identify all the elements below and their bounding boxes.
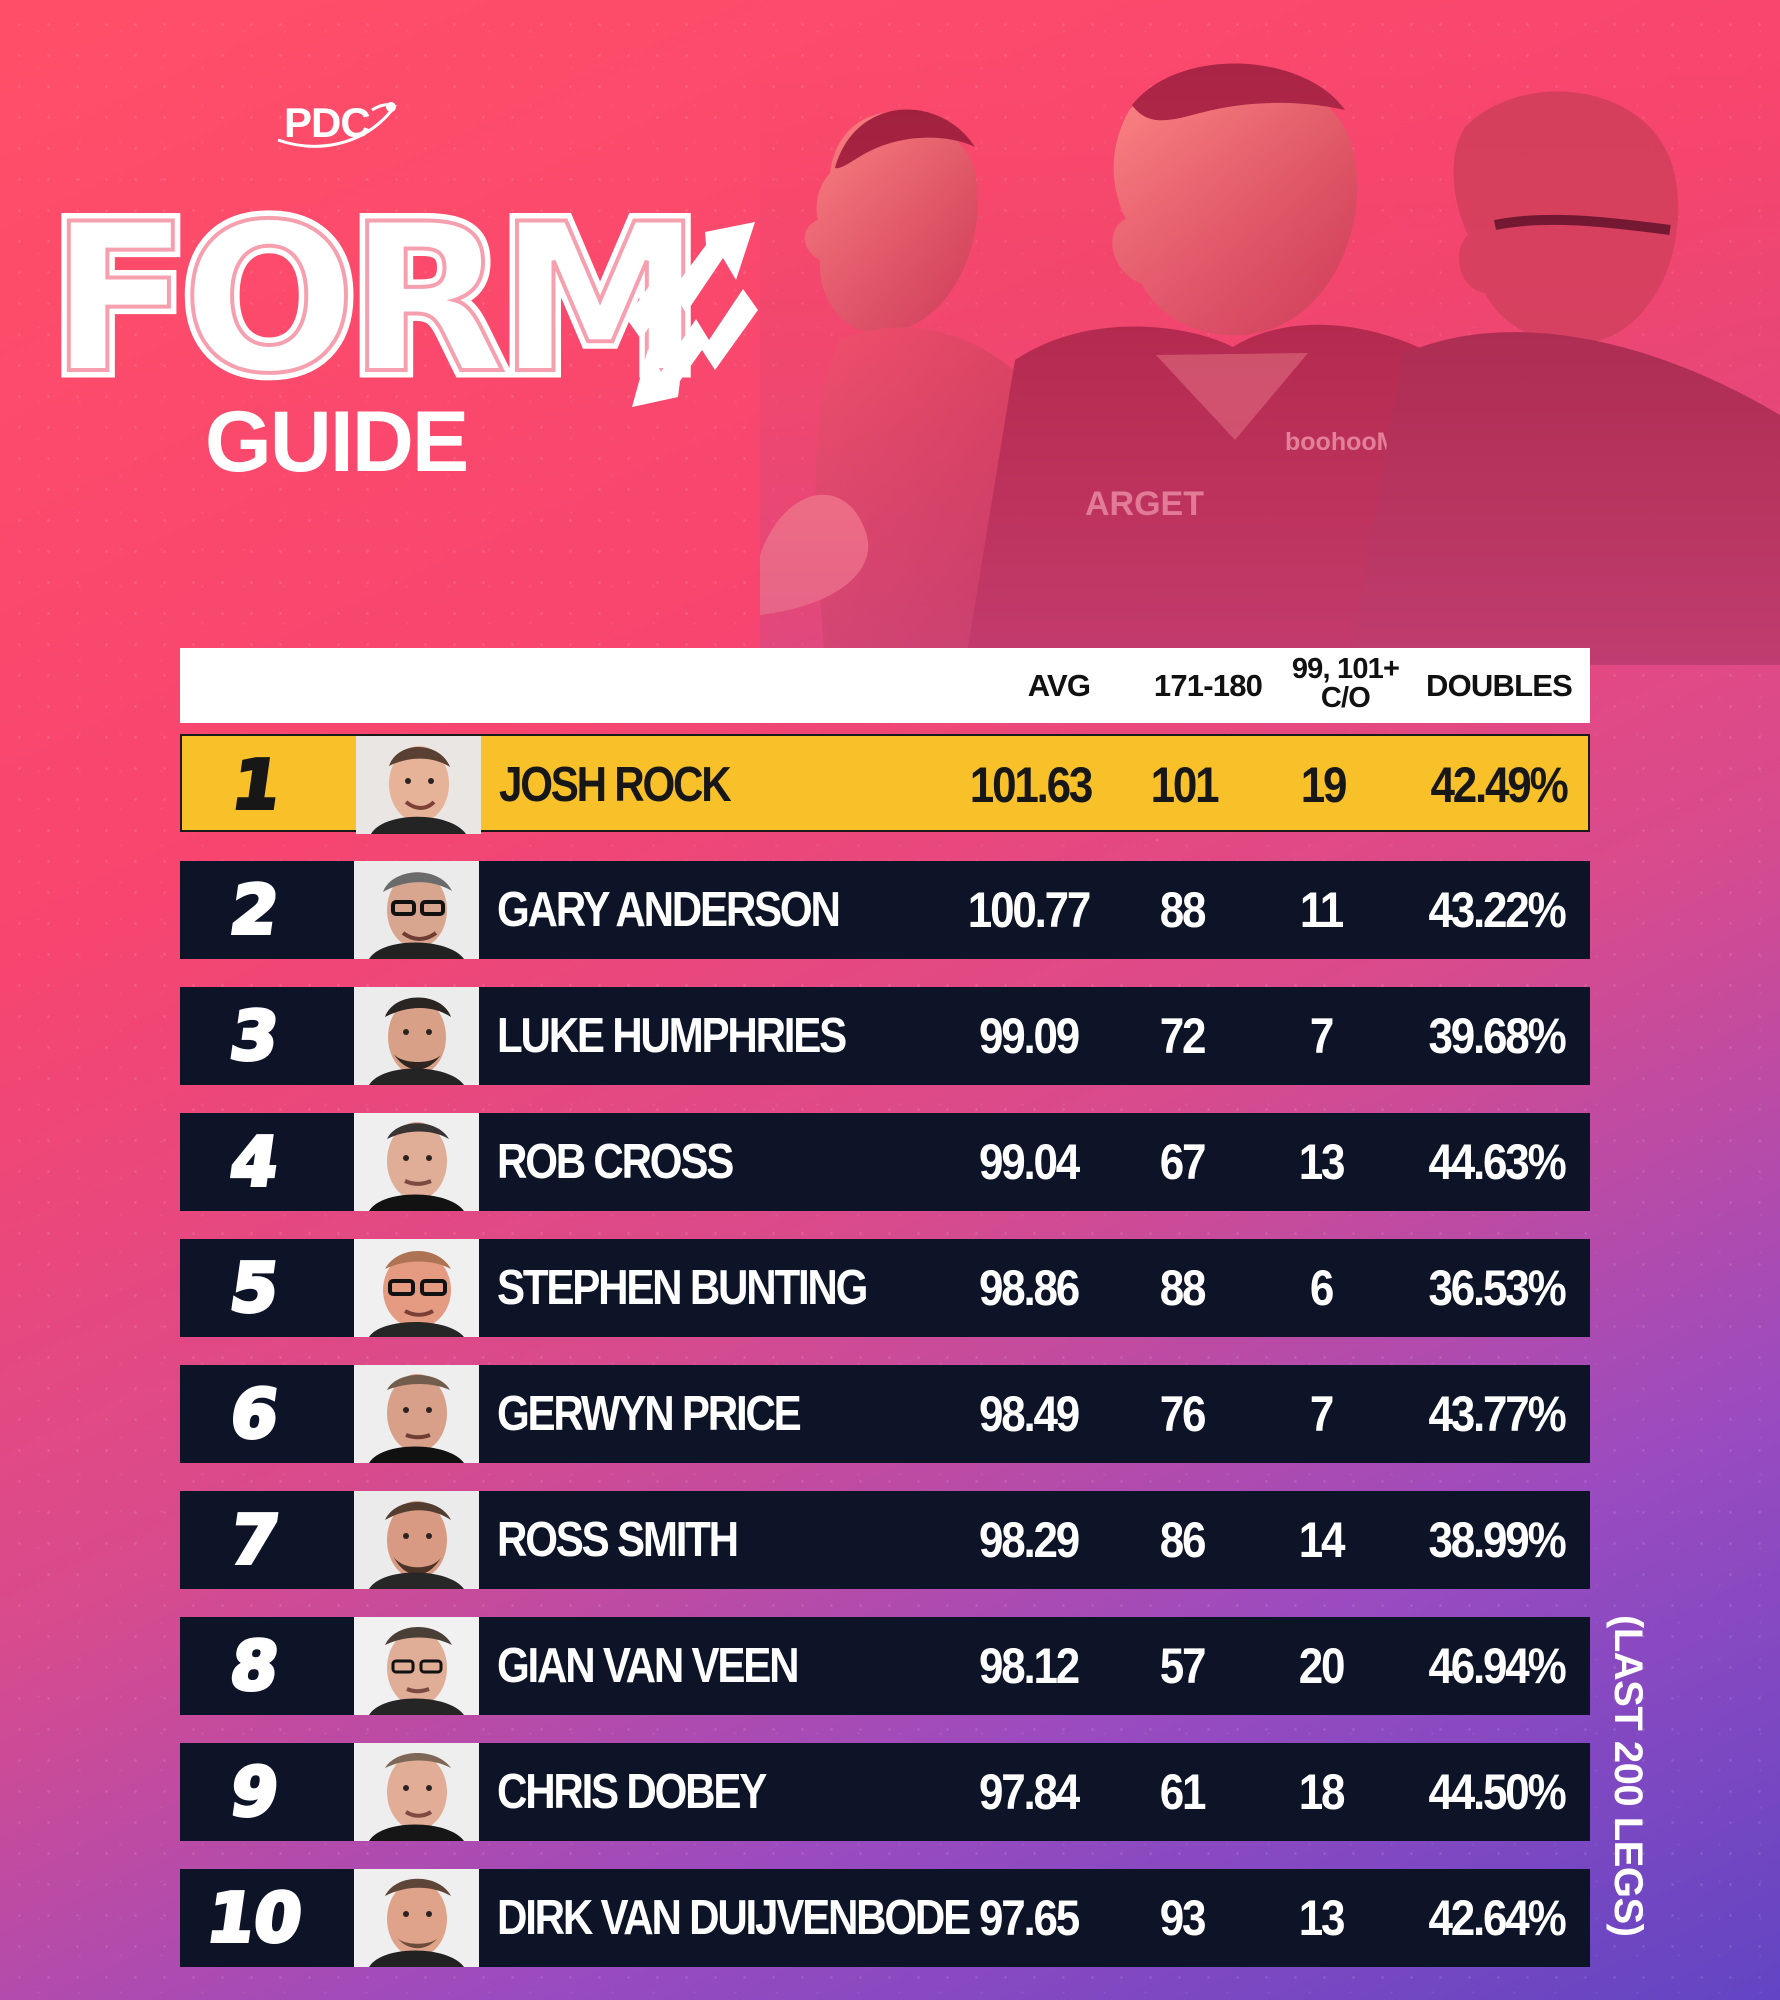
player-row-1: 1 JOSH ROCK 101.63 101 19 42.49% xyxy=(180,734,1590,834)
pdc-logo-text: PDC xyxy=(284,99,371,146)
rank-number: 6 xyxy=(224,1373,286,1455)
doubles-percentage: 43.22% xyxy=(1428,882,1566,938)
checkouts-header-line-2: C/O xyxy=(1320,681,1371,714)
checkouts-value: 14 xyxy=(1298,1512,1346,1568)
rank-number: 10 xyxy=(200,1877,308,1959)
player-name: STEPHEN BUNTING xyxy=(497,1260,868,1315)
player-avatar xyxy=(353,861,479,959)
rank-number: 9 xyxy=(224,1751,286,1833)
player-name: CHRIS DOBEY xyxy=(497,1764,767,1819)
player-row-7: 7 ROSS SMITH 98.29 86 14 38.99% xyxy=(180,1491,1590,1589)
doubles-percentage: 42.49% xyxy=(1430,757,1568,813)
player-row-5: 5 STEPHEN BUNTING 98.86 88 6 36.53% xyxy=(180,1239,1590,1337)
scores-171-180-value: 88 xyxy=(1159,882,1207,938)
rank-number: 1 xyxy=(226,744,288,826)
checkouts-column-header: 99, 101+ C/O xyxy=(1283,652,1408,714)
pdc-logo: PDC xyxy=(270,98,400,153)
player-avatar xyxy=(353,1113,479,1211)
player-name: DIRK VAN DUIJVENBODE xyxy=(497,1890,971,1945)
average-value: 98.49 xyxy=(978,1386,1080,1442)
player-name: JOSH ROCK xyxy=(499,757,732,812)
scores-column-header: 171-180 xyxy=(1153,668,1263,703)
average-value: 98.12 xyxy=(978,1638,1080,1694)
average-value: 100.77 xyxy=(967,882,1092,938)
player-name: ROSS SMITH xyxy=(497,1512,739,1567)
scores-171-180-value: 61 xyxy=(1159,1764,1207,1820)
average-value: 97.65 xyxy=(978,1890,1080,1946)
trend-arrows-icon xyxy=(626,222,758,407)
player-avatar xyxy=(353,987,479,1085)
doubles-percentage: 38.99% xyxy=(1428,1512,1566,1568)
checkouts-value: 6 xyxy=(1309,1260,1334,1316)
doubles-percentage: 43.77% xyxy=(1428,1386,1566,1442)
scores-171-180-value: 93 xyxy=(1159,1890,1207,1946)
scores-171-180-value: 76 xyxy=(1159,1386,1207,1442)
checkouts-header-line-1: 99, 101+ xyxy=(1291,652,1400,685)
scores-171-180-value: 67 xyxy=(1159,1134,1207,1190)
checkouts-value: 7 xyxy=(1309,1386,1334,1442)
average-value: 101.63 xyxy=(969,757,1094,813)
rank-number: 4 xyxy=(224,1121,286,1203)
player-row-2: 2 GARY ANDERSON 100.77 88 11 43.22% xyxy=(180,861,1590,959)
player-name: GERWYN PRICE xyxy=(497,1386,802,1441)
player-name: LUKE HUMPHRIES xyxy=(497,1008,847,1063)
player-avatar xyxy=(353,1491,479,1589)
player-name: ROB CROSS xyxy=(497,1134,734,1189)
player-avatar xyxy=(353,1239,479,1337)
doubles-percentage: 39.68% xyxy=(1428,1008,1566,1064)
player-avatar xyxy=(353,1617,479,1715)
average-value: 99.09 xyxy=(978,1008,1080,1064)
player-avatar xyxy=(353,1743,479,1841)
player-row-9: 9 CHRIS DOBEY 97.84 61 18 44.50% xyxy=(180,1743,1590,1841)
doubles-percentage: 46.94% xyxy=(1428,1638,1566,1694)
avg-column-header: AVG xyxy=(1027,668,1091,703)
player-avatar xyxy=(353,1869,479,1967)
average-value: 98.86 xyxy=(978,1260,1080,1316)
doubles-percentage: 44.63% xyxy=(1428,1134,1566,1190)
doubles-percentage: 42.64% xyxy=(1428,1890,1566,1946)
checkouts-value: 13 xyxy=(1298,1890,1346,1946)
rank-number: 7 xyxy=(224,1499,286,1581)
checkouts-value: 18 xyxy=(1298,1764,1346,1820)
stats-header: AVG 171-180 99, 101+ C/O DOUBLES xyxy=(180,648,1590,723)
pdc-logo-arc-icon xyxy=(277,102,397,148)
player-name: GARY ANDERSON xyxy=(497,882,841,937)
form-title-text: FORM xyxy=(50,181,694,419)
player-row-8: 8 GIAN VAN VEEN 98.12 57 20 46.94% xyxy=(180,1617,1590,1715)
scores-171-180-value: 86 xyxy=(1159,1512,1207,1568)
doubles-percentage: 44.50% xyxy=(1428,1764,1566,1820)
player-name: GIAN VAN VEEN xyxy=(497,1638,800,1693)
scores-171-180-value: 72 xyxy=(1159,1008,1207,1064)
doubles-percentage: 36.53% xyxy=(1428,1260,1566,1316)
player-photo-collage: ARGET boohooMAN xyxy=(760,55,1780,665)
guide-title: GUIDE xyxy=(204,394,469,490)
checkouts-value: 7 xyxy=(1309,1008,1334,1064)
form-title-cutout-text: FORM xyxy=(50,181,694,419)
player-avatar xyxy=(353,1365,479,1463)
player-row-10: 10 DIRK VAN DUIJVENBODE 97.65 93 13 42.6… xyxy=(180,1869,1590,1967)
checkouts-value: 11 xyxy=(1299,882,1344,938)
scores-171-180-value: 88 xyxy=(1159,1260,1207,1316)
last-200-legs-note: (LAST 200 LEGS) xyxy=(1606,1615,1650,1937)
rank-number: 2 xyxy=(224,869,286,951)
average-value: 99.04 xyxy=(978,1134,1080,1190)
checkouts-value: 20 xyxy=(1298,1638,1346,1694)
doubles-column-header: DOUBLES xyxy=(1426,668,1573,703)
player-avatar xyxy=(355,736,481,834)
checkouts-value: 13 xyxy=(1298,1134,1346,1190)
checkouts-value: 19 xyxy=(1300,757,1348,813)
scores-171-180-value: 101 xyxy=(1150,757,1220,813)
player-row-6: 6 GERWYN PRICE 98.49 76 7 43.77% xyxy=(180,1365,1590,1463)
player-row-3: 3 LUKE HUMPHRIES 99.09 72 7 39.68% xyxy=(180,987,1590,1085)
scores-171-180-value: 57 xyxy=(1159,1638,1207,1694)
rank-number: 3 xyxy=(224,995,286,1077)
rank-number: 8 xyxy=(224,1625,286,1707)
average-value: 97.84 xyxy=(978,1764,1080,1820)
form-title: FORM FORM xyxy=(38,174,710,427)
rank-number: 5 xyxy=(224,1247,286,1329)
player-row-4: 4 ROB CROSS 99.04 67 13 44.63% xyxy=(180,1113,1590,1211)
average-value: 98.29 xyxy=(978,1512,1080,1568)
